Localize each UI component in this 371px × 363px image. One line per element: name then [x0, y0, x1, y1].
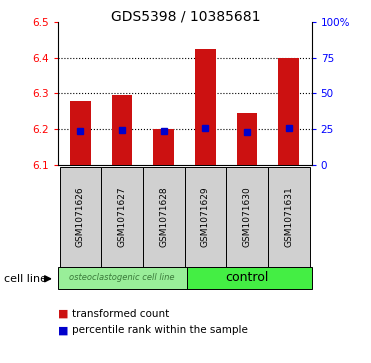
Bar [112, 95, 132, 165]
Text: GDS5398 / 10385681: GDS5398 / 10385681 [111, 9, 260, 23]
Text: GSM1071631: GSM1071631 [284, 187, 293, 247]
Bar [268, 167, 309, 267]
Text: GSM1071626: GSM1071626 [76, 187, 85, 247]
Text: transformed count: transformed count [72, 309, 170, 319]
Bar [143, 167, 185, 267]
Bar [58, 267, 187, 289]
Bar [60, 167, 101, 267]
Bar [226, 167, 268, 267]
Text: control: control [225, 271, 269, 284]
Bar [195, 49, 216, 165]
Bar [237, 113, 257, 165]
Bar [70, 101, 91, 165]
Text: osteoclastogenic cell line: osteoclastogenic cell line [69, 273, 175, 282]
Text: ■: ■ [58, 325, 68, 335]
Bar [153, 129, 174, 165]
Bar [187, 267, 312, 289]
Bar [101, 167, 143, 267]
Text: GSM1071627: GSM1071627 [118, 187, 127, 247]
Bar [185, 167, 226, 267]
Bar [278, 58, 299, 165]
Text: cell line: cell line [4, 274, 47, 284]
Text: GSM1071629: GSM1071629 [201, 187, 210, 247]
Text: GSM1071630: GSM1071630 [243, 187, 252, 247]
Text: GSM1071628: GSM1071628 [159, 187, 168, 247]
Text: ■: ■ [58, 309, 68, 319]
Text: percentile rank within the sample: percentile rank within the sample [72, 325, 248, 335]
